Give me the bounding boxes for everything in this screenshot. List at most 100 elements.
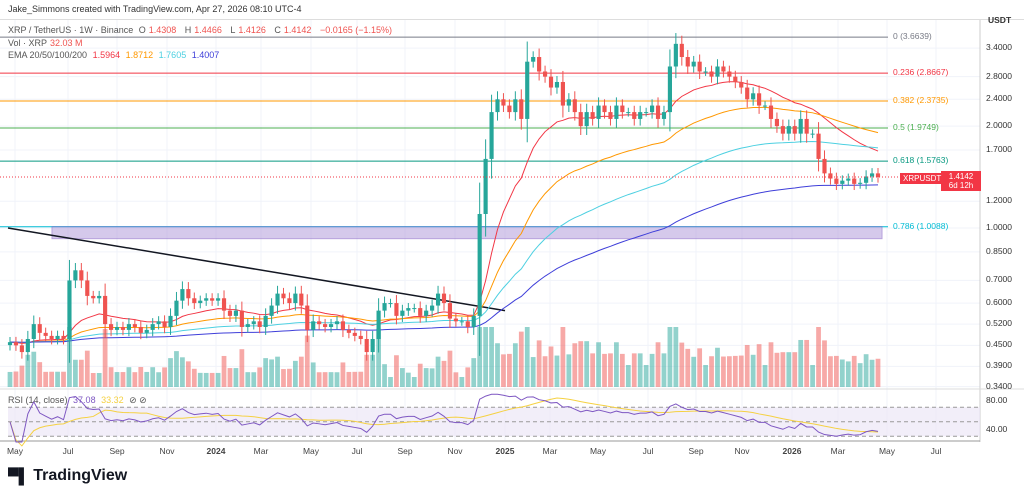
candle-body bbox=[7, 342, 13, 346]
rsi-label: RSI (14, close) bbox=[8, 395, 68, 405]
volume-bar bbox=[483, 327, 488, 387]
candle-body bbox=[572, 99, 577, 113]
hidden-icon[interactable]: ⊘ ⊘ bbox=[129, 395, 147, 405]
ema200-value: 1.4007 bbox=[191, 50, 220, 60]
candle-body bbox=[13, 342, 19, 346]
candle-body bbox=[834, 178, 839, 184]
volume-bar bbox=[501, 354, 506, 387]
candle-body bbox=[757, 93, 762, 106]
candle-body bbox=[126, 324, 131, 330]
time-axis-label: Sep bbox=[688, 446, 704, 456]
rsi-ma-line bbox=[9, 397, 879, 447]
candle-body bbox=[317, 321, 322, 325]
price-axis-label: 0.6000 bbox=[986, 297, 1012, 308]
candle-body bbox=[275, 293, 280, 306]
volume-bar bbox=[738, 355, 744, 387]
candle-body bbox=[650, 105, 655, 113]
volume-bar bbox=[61, 371, 66, 387]
time-axis-label: Mar bbox=[542, 446, 558, 456]
volume-bar bbox=[798, 339, 804, 387]
candle-body bbox=[328, 324, 334, 327]
candle-body bbox=[489, 112, 494, 159]
volume-bar bbox=[869, 359, 875, 387]
price-axis-label: 0.7000 bbox=[986, 274, 1012, 285]
time-axis-label: 2024 bbox=[206, 446, 226, 456]
candle-body bbox=[216, 298, 221, 301]
candle-body bbox=[150, 324, 155, 330]
candle-body bbox=[602, 105, 607, 113]
candle-body bbox=[281, 293, 286, 299]
time-axis-label: Nov bbox=[159, 446, 175, 456]
candle-body bbox=[192, 298, 197, 304]
volume-bar bbox=[162, 367, 167, 387]
price-axis-label: 1.7000 bbox=[986, 143, 1012, 154]
candle-body bbox=[745, 87, 750, 100]
volume-bar bbox=[417, 363, 423, 387]
candle-body bbox=[560, 81, 565, 106]
volume-bar bbox=[507, 353, 512, 387]
candle-body bbox=[67, 280, 72, 339]
volume-bar bbox=[215, 372, 221, 387]
candle-body bbox=[864, 176, 869, 183]
volume-bar bbox=[673, 327, 679, 387]
time-axis-label: Jul bbox=[62, 446, 74, 456]
candle-body bbox=[578, 112, 583, 127]
volume-bar bbox=[132, 372, 138, 387]
trendline bbox=[7, 227, 506, 312]
volume-bar bbox=[156, 372, 162, 387]
candle-body bbox=[221, 298, 227, 311]
candle-body bbox=[311, 321, 316, 330]
volume-bar bbox=[108, 367, 114, 387]
volume-bar bbox=[655, 342, 661, 387]
candle-body bbox=[733, 76, 738, 82]
candle-body bbox=[590, 112, 595, 119]
candle-body bbox=[477, 213, 482, 316]
volume-bar bbox=[197, 372, 203, 387]
volume-bar bbox=[637, 353, 643, 387]
volume-bar bbox=[49, 371, 54, 387]
volume-bar bbox=[13, 371, 19, 387]
candle-body bbox=[548, 76, 554, 88]
last-price-badge: XRPUSDT 1.4142 6d 12h bbox=[900, 171, 981, 191]
volume-bar bbox=[376, 328, 381, 387]
tradingview-logo[interactable]: ▀▌ TradingView bbox=[8, 467, 127, 485]
candle-body bbox=[828, 173, 833, 179]
ema-legend: EMA 20/50/100/200 1.5964 1.8712 1.7605 1… bbox=[8, 50, 222, 60]
time-axis-label: Mar bbox=[830, 446, 846, 456]
ema20-value: 1.5964 bbox=[92, 50, 121, 60]
volume-bar bbox=[822, 340, 827, 387]
volume-bar bbox=[774, 352, 780, 387]
candle-body bbox=[727, 71, 732, 77]
time-axis-label: 2026 bbox=[782, 446, 802, 456]
high-label: H bbox=[184, 25, 192, 35]
candle-body bbox=[287, 298, 292, 304]
volume-bar bbox=[429, 368, 435, 387]
candle-body bbox=[465, 321, 470, 327]
time-axis-label: Jul bbox=[351, 446, 363, 456]
volume-bar bbox=[209, 372, 215, 387]
candle-body bbox=[655, 105, 661, 119]
volume-bar bbox=[233, 368, 239, 387]
volume-bar bbox=[334, 372, 340, 387]
volume-bar bbox=[744, 344, 750, 387]
volume-bar bbox=[25, 354, 31, 387]
credit-line: Jake_Simmons created with TradingView.co… bbox=[8, 4, 302, 14]
candle-body bbox=[739, 81, 744, 88]
candle-body bbox=[210, 298, 215, 301]
candle-body bbox=[685, 57, 690, 67]
volume-bar bbox=[619, 353, 625, 387]
volume-bar bbox=[275, 356, 280, 387]
candle-body bbox=[370, 338, 375, 353]
rsi-ma-value: 33.32 bbox=[101, 395, 124, 405]
volume-bar bbox=[328, 372, 334, 387]
volume-bar bbox=[78, 359, 84, 387]
candle-body bbox=[644, 112, 649, 114]
volume-bar bbox=[584, 341, 590, 387]
candle-body bbox=[667, 66, 672, 113]
volume-bar bbox=[292, 360, 298, 387]
close-label: C bbox=[274, 25, 281, 35]
candle-body bbox=[239, 310, 244, 327]
price-axis-label: 0.4500 bbox=[986, 339, 1012, 350]
